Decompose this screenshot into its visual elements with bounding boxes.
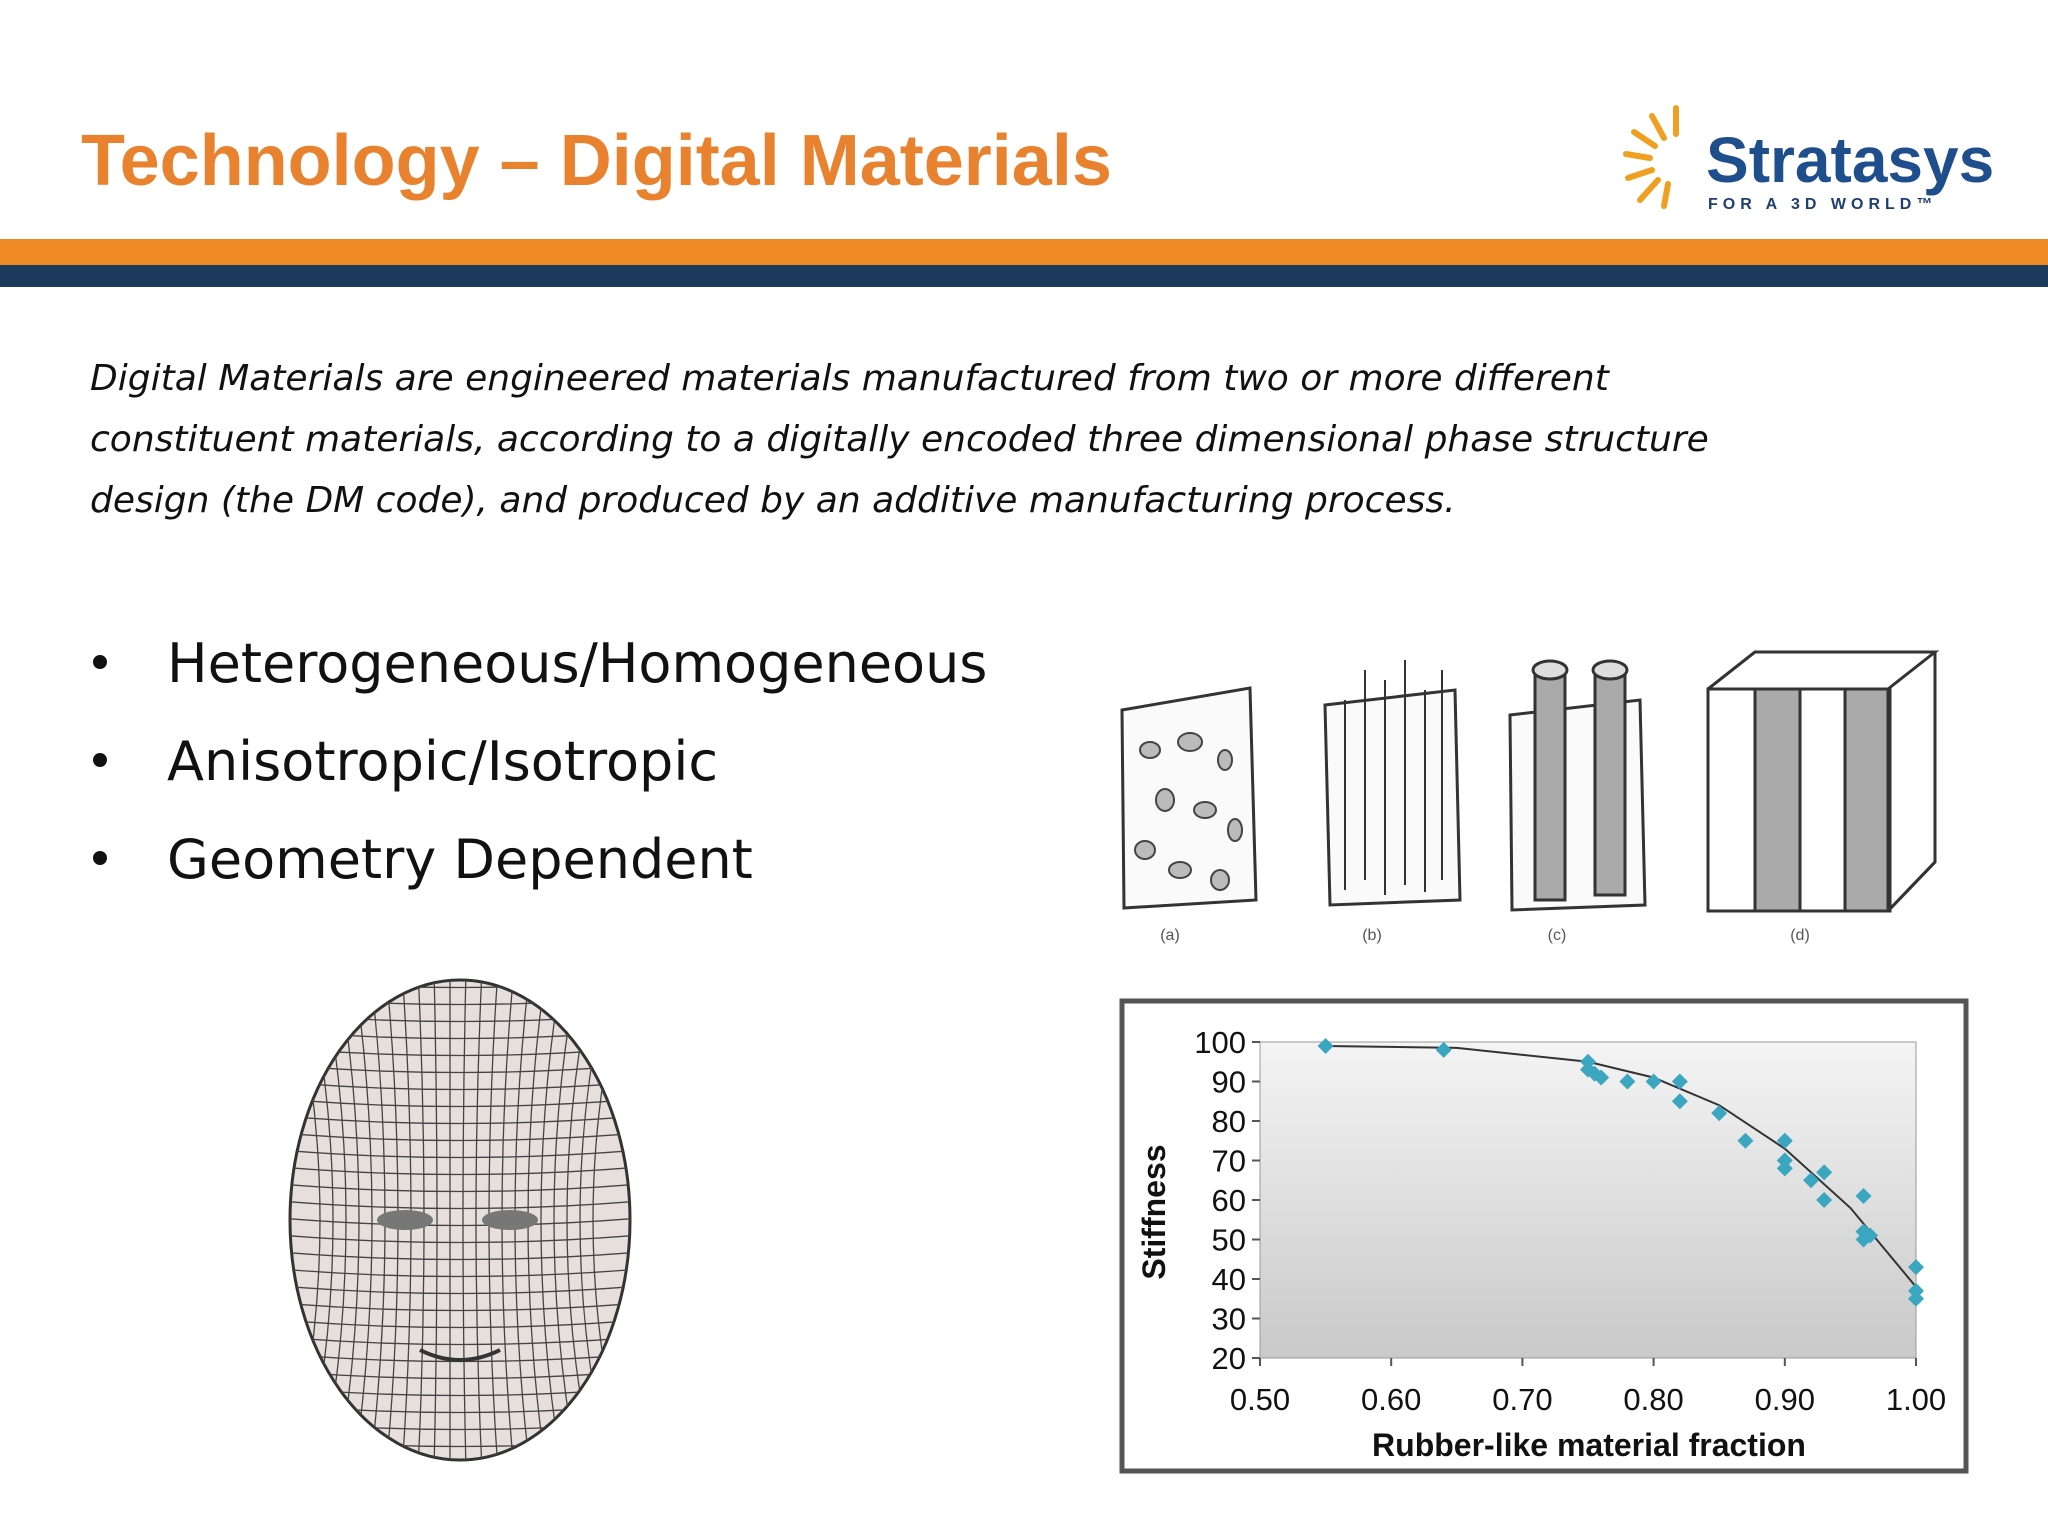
bullet-text: Heterogeneous/Homogeneous [167,632,987,695]
mesh-line [290,1115,630,1125]
y-tick-label: 80 [1212,1104,1246,1139]
mesh-line [290,1251,630,1261]
data-point [1317,1037,1334,1054]
figure-fibers [1323,688,1462,907]
y-tick-label: 20 [1212,1341,1246,1376]
x-tick-label: 1.00 [1886,1382,1946,1417]
mesh-line [290,1268,630,1278]
y-tick-label: 70 [1212,1144,1246,1179]
x-tick-label: 0.80 [1623,1382,1683,1417]
data-point [1671,1093,1688,1110]
data-point [1776,1132,1793,1149]
bullet-text: Geometry Dependent [167,828,753,891]
mesh-line [290,1081,630,1091]
figure-layers [1706,650,1940,913]
mesh-line [290,1166,630,1176]
bullet-dot [93,851,107,865]
x-tick-label: 0.60 [1361,1382,1421,1417]
y-tick-label: 30 [1212,1302,1246,1337]
mesh-line [290,1183,630,1193]
y-tick-label: 100 [1194,1025,1246,1060]
mesh-line [290,1319,630,1329]
bullet-dot [93,655,107,669]
trend-line [1325,1044,1917,1288]
x-tick-label: 0.70 [1492,1382,1552,1417]
data-point [1908,1290,1924,1307]
bullet-dot [93,753,107,767]
mesh-line [290,1217,630,1227]
data-point [1737,1132,1754,1149]
data-point [1711,1105,1728,1122]
data-point [1645,1073,1662,1090]
plot-area [1259,1041,1917,1359]
mesh-line [290,1200,630,1210]
intro-line: constituent materials, according to a di… [90,419,1709,460]
mesh-line [353,980,373,1460]
data-point [1671,1073,1688,1090]
x-tick-label: 0.50 [1230,1382,1290,1417]
data-point [1435,1041,1452,1058]
mesh-line [290,1098,630,1108]
figure-label: (c) [1548,927,1567,944]
data-point [1776,1160,1793,1177]
mesh-line [290,1132,630,1142]
mesh-line [290,1336,630,1346]
y-axis-title: Stiffness [1136,1144,1172,1279]
header-bar-orange [0,239,2048,265]
intro-line: design (the DM code), and produced by an… [90,480,1456,521]
intro-line: Digital Materials are engineered materia… [90,358,1611,399]
bullet-text: Anisotropic/Isotropic [167,730,718,793]
data-point [1862,1227,1879,1244]
mesh-line [290,1234,630,1244]
header-bar-blue [0,265,2048,287]
mesh-line [290,1302,630,1312]
mesh-line [290,1149,630,1159]
slide-title: Technology – Digital Materials [81,121,1112,201]
figure-label: (d) [1790,927,1810,944]
y-tick-label: 60 [1212,1183,1246,1218]
logo-tagline: FOR A 3D WORLD™ [1708,196,1937,213]
x-axis-title: Rubber-like material fraction [1372,1427,1806,1463]
mesh-line [290,1285,630,1295]
scatter-chart: Rubber-like material fraction Stiffness … [1119,998,1969,1474]
logo: Stratasys FOR A 3D WORLD™ [1623,105,1994,213]
y-tick-label: 90 [1212,1065,1246,1100]
bullet-list: Heterogeneous/Homogeneous Anisotropic/Is… [93,632,987,891]
logo-name: Stratasys [1706,124,1994,196]
y-tick-label: 40 [1212,1262,1246,1297]
data-point [1803,1172,1820,1189]
data-point [1855,1188,1872,1205]
mesh-line [540,980,563,1460]
data-point [1816,1164,1833,1181]
data-point [1593,1069,1610,1086]
data-point [1619,1073,1636,1090]
figure-label: (b) [1362,927,1382,944]
y-tick-label: 50 [1212,1223,1246,1258]
figure-label: (a) [1160,927,1180,944]
data-point [1908,1259,1924,1276]
mesh-line [553,980,579,1460]
x-tick-label: 0.90 [1755,1382,1815,1417]
material-figures [1120,650,1940,913]
data-point [1816,1192,1833,1208]
